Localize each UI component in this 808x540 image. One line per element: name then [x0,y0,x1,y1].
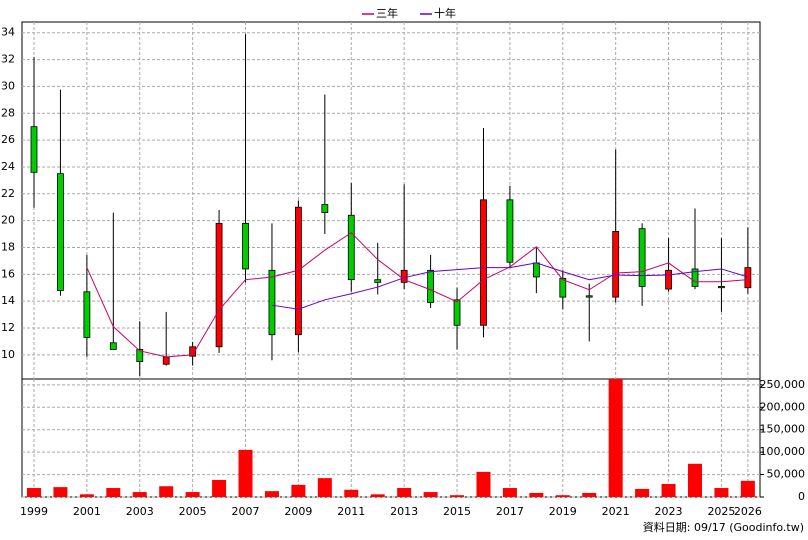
bar [661,483,676,497]
x-tick-label: 2026 [734,505,762,518]
bar [317,478,332,497]
candle-body [480,199,487,326]
x-tick-label: 2005 [179,505,207,518]
candle-body [268,269,276,336]
bar [555,495,570,497]
candle-body [109,342,117,350]
y-tick-label: 200,000 [760,400,806,413]
x-tick-label: 2013 [390,505,418,518]
candle-body [189,346,197,357]
candle-body [612,230,620,298]
bar [635,488,650,497]
x-tick-label: 2019 [549,505,577,518]
candle-body [585,295,593,298]
x-tick-label: 2001 [73,505,101,518]
bar [397,488,412,497]
candle-body [374,279,382,283]
candle-body [506,199,514,263]
bar [688,463,702,497]
bar [185,492,200,497]
candle-body [321,204,329,213]
candle-body [215,222,223,348]
candle-body [665,269,672,290]
bar [582,492,597,497]
y-tick-label: 30 [1,79,15,92]
y-tick-label: 28 [1,106,15,119]
x-tick-label: 2017 [496,505,524,518]
candle-body [559,277,567,298]
bar [27,488,41,497]
candle-body [691,268,699,287]
bar [502,488,517,497]
x-tick-label: 2021 [602,505,630,518]
y-tick-label: 50,000 [767,468,806,481]
candle-body [744,267,752,289]
y-tick-label: 250,000 [760,378,806,391]
bar [344,489,359,497]
x-tick-label: 2007 [232,505,260,518]
x-tick-label: 2015 [443,505,471,518]
x-tick-label: 2023 [655,505,683,518]
x-tick-label: 2011 [337,505,365,518]
y-tick-label: 20 [1,214,15,227]
bar [608,379,623,497]
y-tick-label: 0 [798,490,805,503]
footer: 資料日期: 09/17 (Goodinfo.tw) [643,520,804,534]
y-tick-label: 100,000 [760,445,806,458]
x-tick-label: 1999 [20,505,48,518]
bar [529,492,544,497]
candle-body [242,222,249,270]
bar [714,488,729,497]
bar [132,492,147,497]
y-tick-label: 32 [1,53,15,66]
candle-body [718,285,725,289]
candle-body [57,173,64,291]
y-tick-label: 34 [1,26,15,39]
candle-body [30,126,38,173]
bar [212,479,227,497]
candle-body [400,269,408,283]
bar [53,487,68,497]
bar [423,492,438,497]
bar [159,486,174,497]
y-tick-label: 12 [1,321,15,334]
bar [740,480,755,497]
legend-label: 三年 [376,6,398,20]
y-tick-label: 26 [1,133,15,146]
y-tick-label: 22 [1,187,15,200]
plot-frame [21,378,761,498]
y-tick-label: 18 [1,240,15,253]
bar [450,495,465,497]
line-series [271,262,749,310]
candle-body [83,291,91,338]
bar [238,449,253,497]
x-tick-label: 2009 [284,505,312,518]
line-series [86,232,748,358]
y-tick-label: 150,000 [760,423,806,436]
bar [106,488,121,497]
legend-label: 十年 [434,6,456,20]
candle-body [453,299,461,326]
bar [291,484,306,497]
bar [476,471,491,497]
y-tick-label: 14 [1,294,15,307]
candle-body [427,269,435,303]
x-tick-label: 2003 [126,505,154,518]
bar [79,494,94,497]
y-tick-label: 10 [1,348,15,361]
y-tick-label: 16 [1,267,15,280]
y-tick-label: 24 [1,160,15,173]
candle-body [532,262,540,278]
bar [264,491,279,497]
candle-body [162,356,170,365]
candle-body [347,214,355,281]
bar [370,494,385,497]
candle-body [136,349,144,362]
candle-body [638,228,646,287]
x-tick-label: 2025 [707,505,735,518]
